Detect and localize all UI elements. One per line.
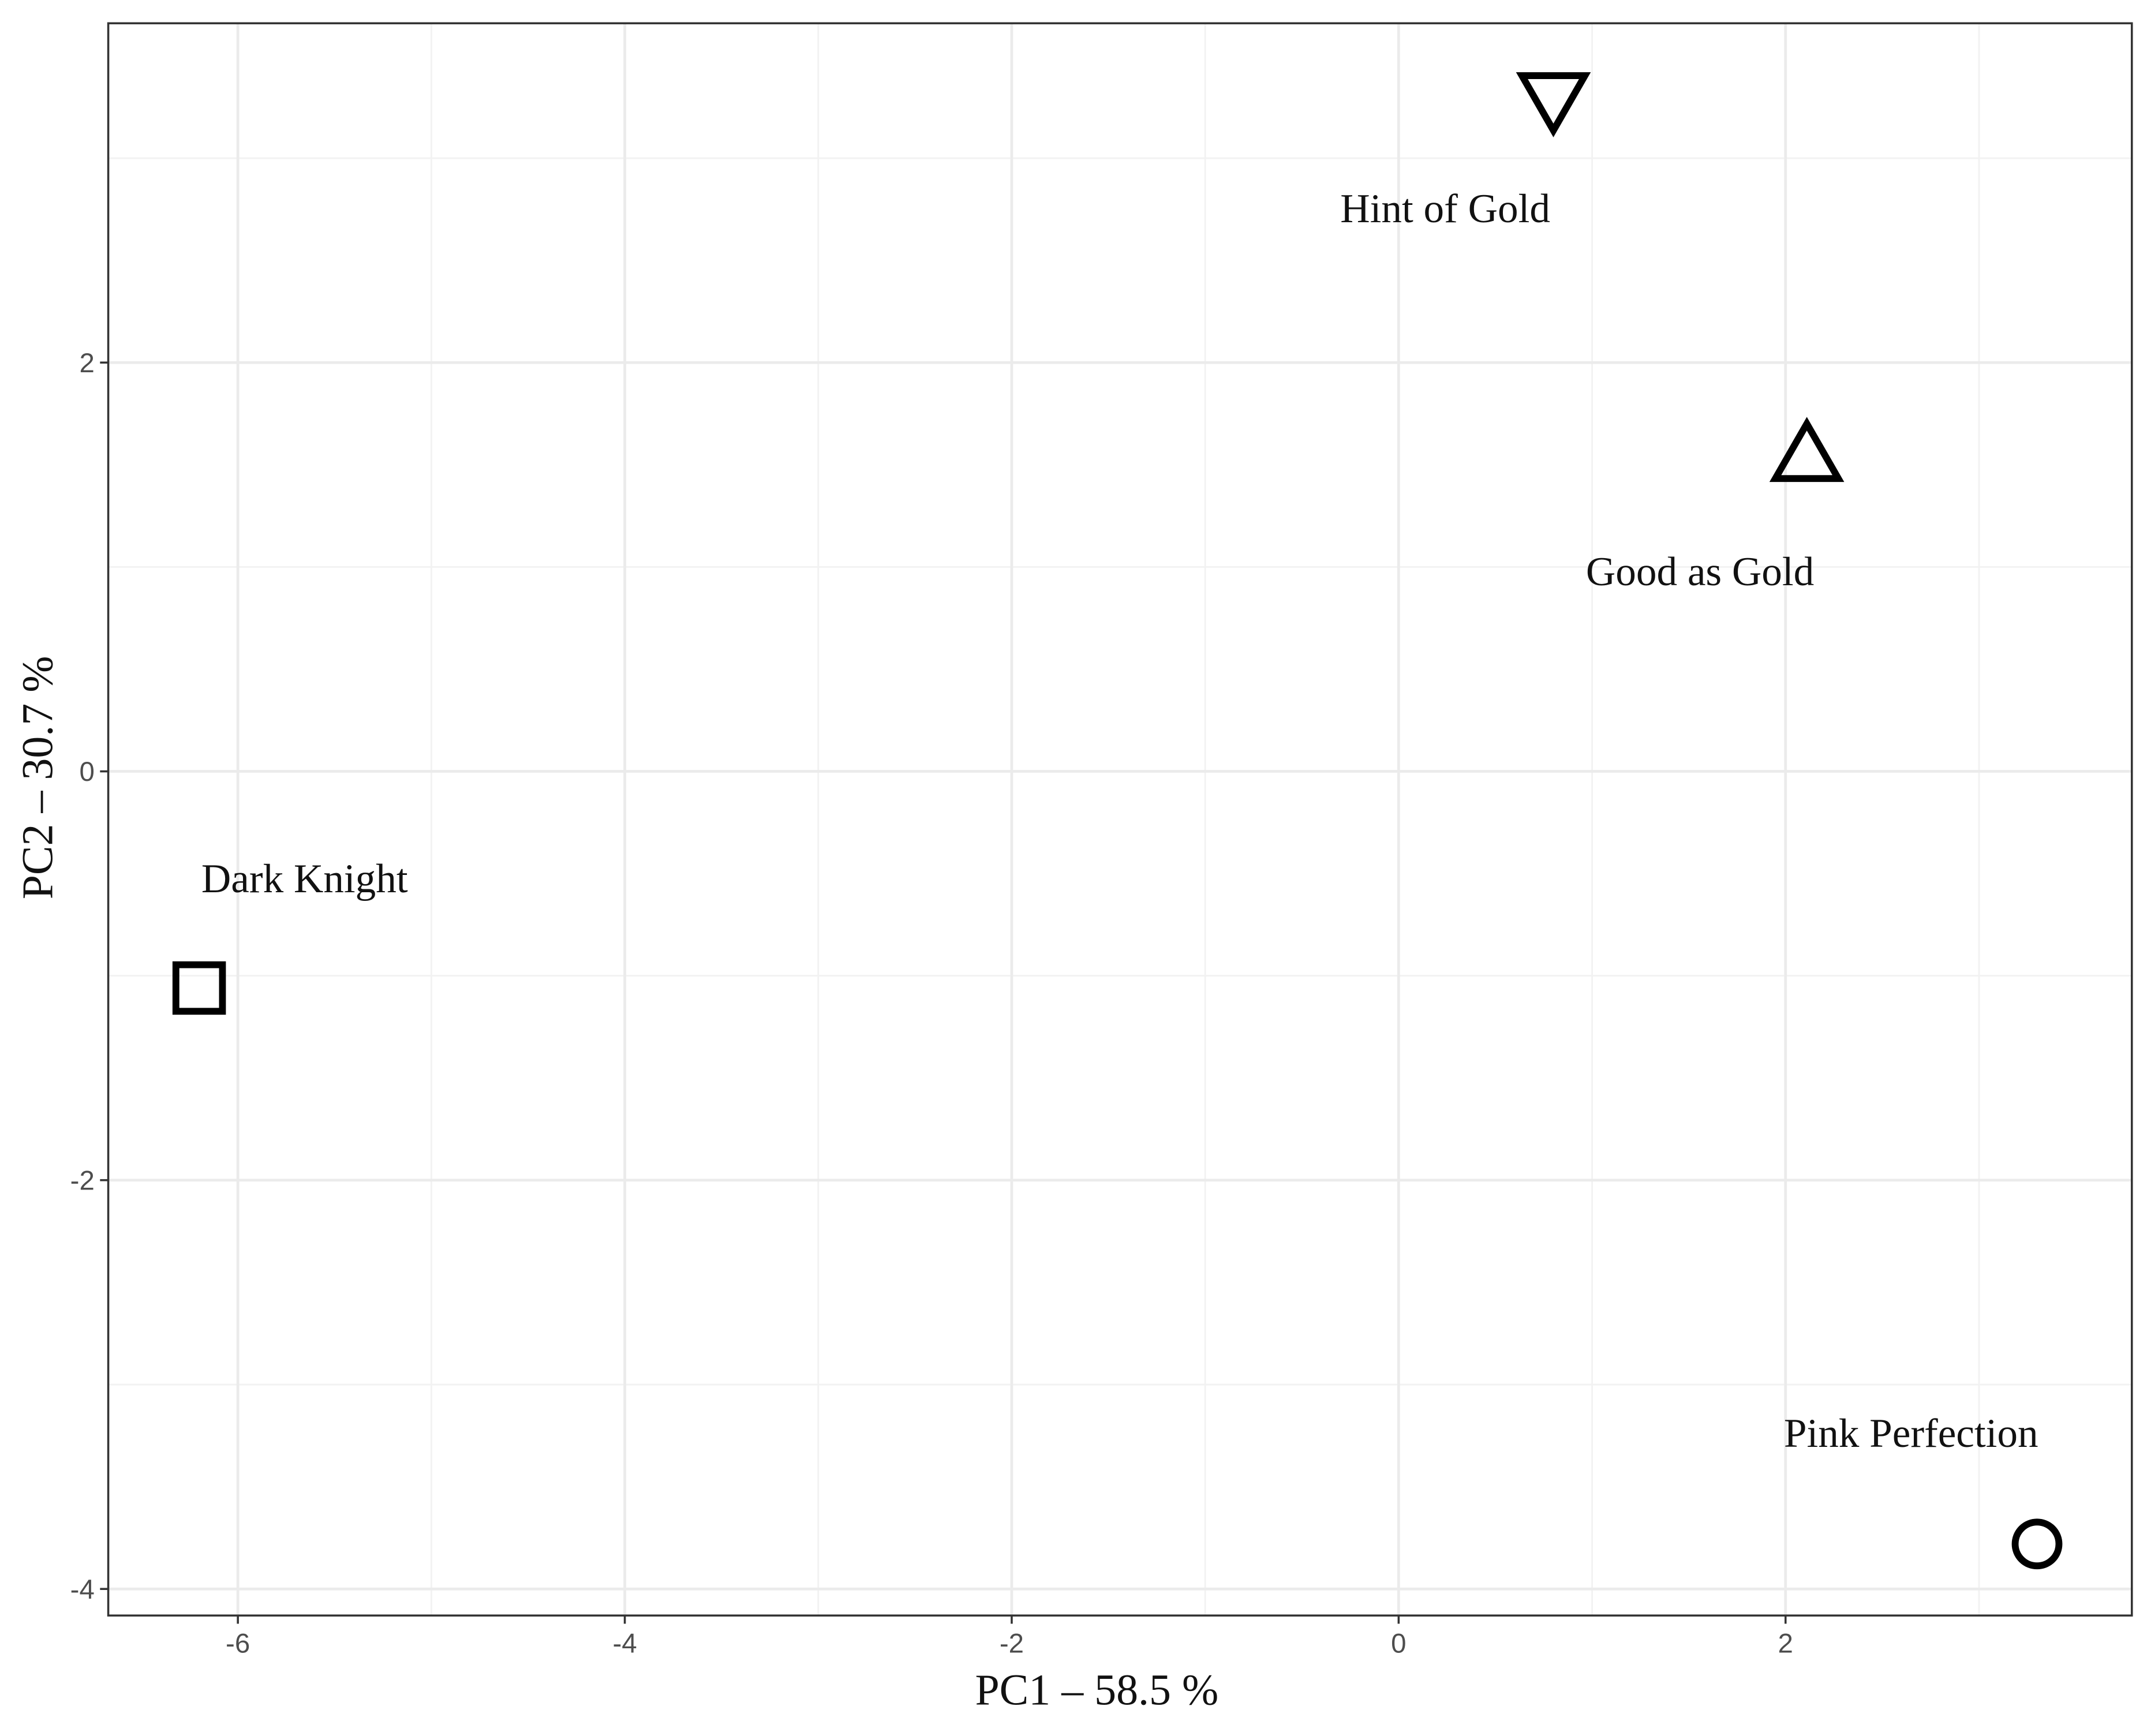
x-tick-label: 2: [1778, 1628, 1793, 1659]
y-tick-label: -4: [70, 1574, 95, 1605]
point: [1769, 417, 1845, 482]
point: [1516, 72, 1591, 137]
point-label: Pink Perfection: [1784, 1411, 2038, 1456]
point-label: Good as Gold: [1586, 549, 1814, 594]
y-tick-label: -2: [70, 1165, 95, 1196]
plot-border: [107, 22, 2133, 1617]
point: [2011, 1518, 2063, 1570]
y-tick-label: 0: [79, 757, 94, 787]
x-tick-label: 0: [1391, 1628, 1406, 1659]
x-axis-title: PC1 – 58.5 %: [975, 1666, 1218, 1714]
point-label: Dark Knight: [201, 856, 408, 901]
y-tick-label: 2: [79, 348, 94, 379]
x-tick-label: -2: [1000, 1628, 1024, 1659]
x-tick-label: -6: [226, 1628, 250, 1659]
point-label: Hint of Gold: [1340, 186, 1550, 231]
y-axis-title: PC2 – 30.7 %: [13, 656, 62, 900]
point: [172, 961, 226, 1015]
x-tick-label: -4: [612, 1628, 637, 1659]
